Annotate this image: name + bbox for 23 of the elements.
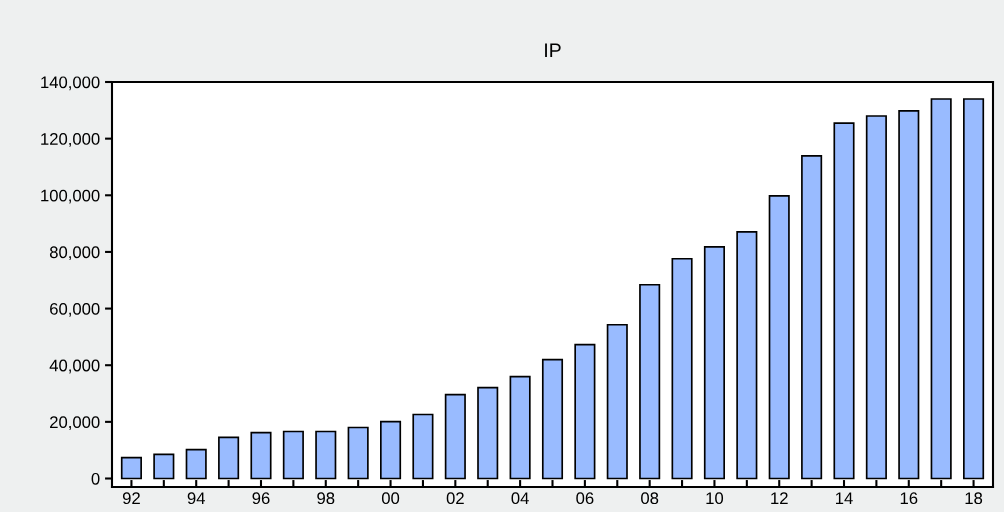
y-tick-label: 60,000 <box>50 302 100 317</box>
x-tick-label: 14 <box>836 492 853 504</box>
chart-title: IP <box>545 43 561 57</box>
y-tick-label: 100,000 <box>41 189 100 204</box>
x-tick-label: 94 <box>187 492 205 505</box>
x-tick-label: 02 <box>446 492 464 505</box>
y-tick-label: 40,000 <box>49 359 100 374</box>
x-tick-label: 16 <box>900 492 918 505</box>
x-tick-label: 04 <box>511 492 529 505</box>
y-tick-label: 140,000 <box>41 76 100 91</box>
x-tick-label: 08 <box>641 492 659 505</box>
x-tick-label: 06 <box>576 492 594 505</box>
x-tick-label: 12 <box>771 492 788 504</box>
y-tick-label: 80,000 <box>49 246 100 261</box>
x-tick-label: 10 <box>706 492 724 505</box>
x-tick-label: 18 <box>965 492 983 505</box>
x-tick-label: 96 <box>252 492 270 505</box>
y-tick-label: 0 <box>91 472 100 485</box>
x-tick-label: 00 <box>381 492 400 505</box>
y-tick-label: 20,000 <box>50 416 100 431</box>
x-tick-label: 92 <box>122 492 140 505</box>
x-tick-label: 98 <box>317 492 335 505</box>
y-tick-label: 120,000 <box>41 133 100 147</box>
